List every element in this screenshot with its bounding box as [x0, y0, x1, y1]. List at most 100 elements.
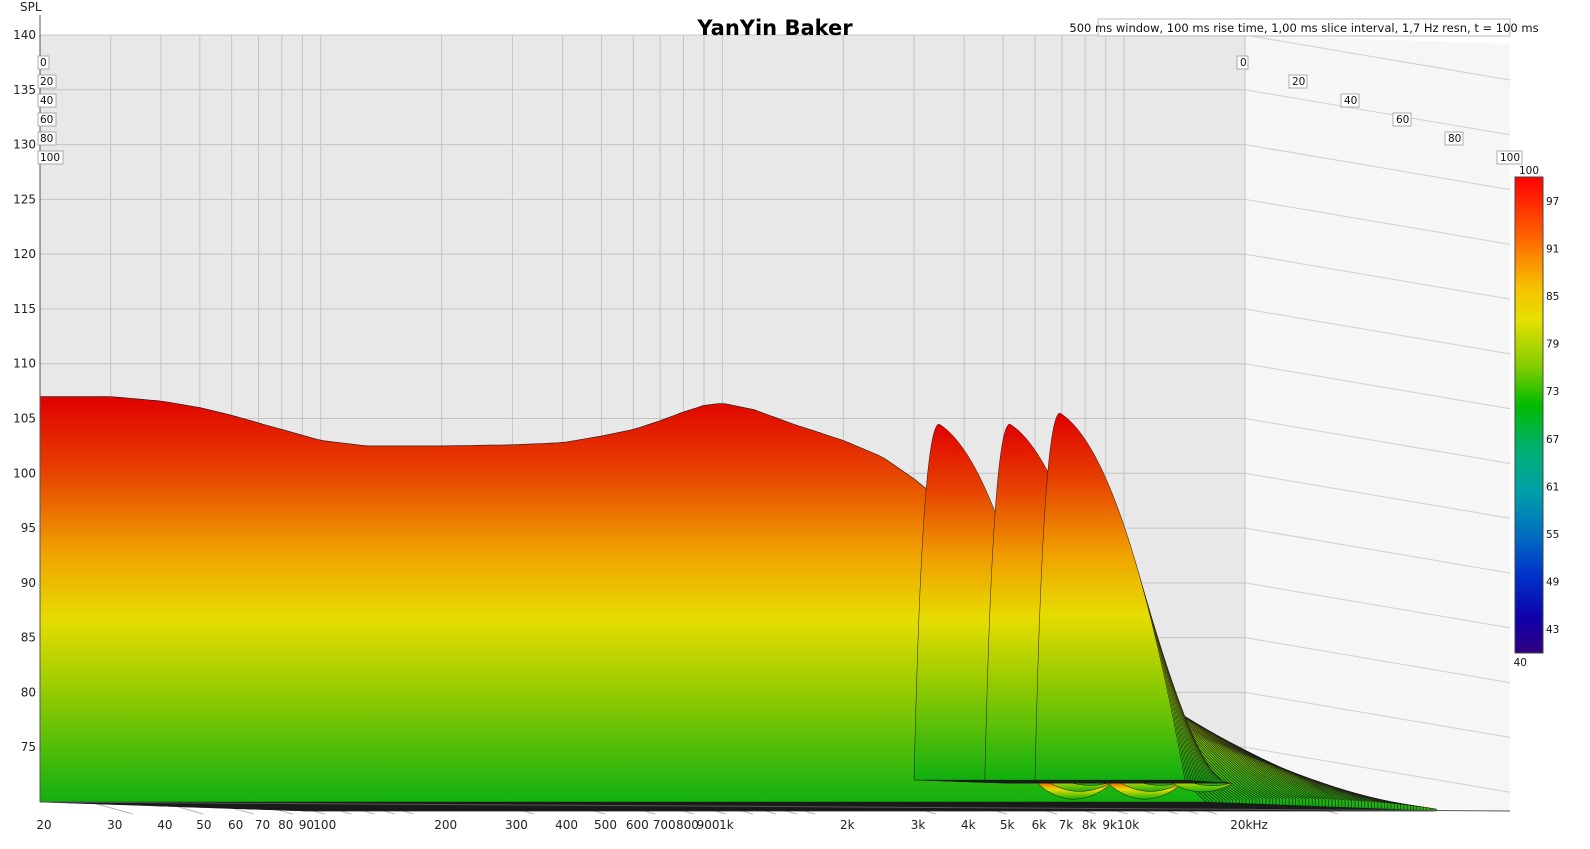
colorbar-fill	[1514, 176, 1544, 654]
z-tick-label-right: 100	[1500, 152, 1520, 164]
waterfall-surface	[39, 396, 1437, 812]
colorbar-tick-label: 40	[1514, 657, 1527, 669]
y-tick-label: 135	[13, 83, 36, 97]
x-tick-label: 300	[505, 818, 528, 832]
colorbar-tick-label: 91	[1546, 243, 1559, 255]
resonance-ridge	[1034, 412, 1186, 781]
x-tick-label: 9k	[1102, 818, 1117, 832]
side-grid-line	[1244, 637, 1511, 684]
x-tick-label: 400	[555, 818, 578, 832]
y-tick-label: 115	[13, 302, 36, 316]
colorbar: 100 97 91 85 79 73 67 61 55 49 43 40	[1514, 165, 1560, 669]
x-tick-label: 3k	[911, 818, 926, 832]
z-tick-label-right: 0	[1240, 57, 1247, 69]
x-tick-label: 1k	[719, 818, 734, 832]
z-tick-label-right: 40	[1344, 95, 1357, 107]
colorbar-tick-label: 85	[1546, 291, 1559, 303]
axes	[39, 15, 1511, 812]
x-tick-label: 20kHz	[1230, 818, 1268, 832]
y-tick-label: 140	[13, 28, 36, 42]
side-grid-line	[1244, 253, 1511, 300]
x-axis	[39, 801, 1511, 812]
x-tick-label: 600	[626, 818, 649, 832]
y-tick-label: 105	[13, 412, 36, 426]
x-tick-label: 50	[196, 818, 211, 832]
side-grid-line	[1244, 89, 1511, 136]
z-tick-label-right: 80	[1448, 133, 1461, 145]
side-grid-line	[1244, 144, 1511, 191]
colorbar-tick-label: 61	[1546, 481, 1559, 493]
x-tick-label: 90	[299, 818, 314, 832]
y-tick-labels: 75 80 85 90 95 100 105 110 115 120 125 130 135 140	[13, 28, 36, 754]
x-tick-label: 900	[697, 818, 720, 832]
z-tick-labels: 0 0 20 20 40 40 60 60 80 80 100 100	[37, 55, 1523, 165]
z-tick-label: 80	[40, 133, 53, 145]
x-tick-label: 800	[676, 818, 699, 832]
x-tick-label: 40	[157, 818, 172, 832]
colorbar-tick-label: 43	[1546, 624, 1559, 636]
side-grid-line	[1244, 34, 1511, 81]
z-tick-box-right	[1340, 93, 1360, 108]
x-tick-label: 5k	[1000, 818, 1015, 832]
z-tick-box	[37, 131, 57, 146]
y-tick-label: 100	[13, 466, 36, 480]
side-grid-line	[1244, 691, 1511, 738]
x-tick-label: 200	[434, 818, 457, 832]
z-tick-box-right	[1496, 150, 1523, 165]
y-tick-label: 125	[13, 192, 36, 206]
side-grid-line	[1244, 472, 1511, 519]
info-box-frame	[1097, 18, 1511, 37]
colorbar-tick-label: 67	[1546, 434, 1559, 446]
y-tick-label: 110	[13, 357, 36, 371]
x-tick-label: 10k	[1117, 818, 1139, 832]
chart-title: YanYin Baker	[696, 16, 853, 40]
x-tick-label: 8k	[1082, 818, 1097, 832]
side-grid-line	[1244, 746, 1511, 793]
z-tick-box-right	[1444, 131, 1464, 146]
side-grid-line	[1244, 363, 1511, 410]
x-tick-label: 7k	[1059, 818, 1074, 832]
z-tick-box-right	[1392, 112, 1412, 127]
y-tick-label: 90	[21, 576, 36, 590]
z-tick-box-right	[1288, 74, 1308, 89]
side-grid-line	[1244, 527, 1511, 574]
y-tick-label: 120	[13, 247, 36, 261]
z-tick-box	[37, 150, 64, 165]
colorbar-tick-label: 97	[1546, 196, 1559, 208]
info-text: 500 ms window, 100 ms rise time, 1,00 ms…	[1069, 21, 1538, 35]
z-tick-label-right: 60	[1396, 114, 1409, 126]
y-tick-label: 95	[21, 521, 36, 535]
x-tick-label: 6k	[1032, 818, 1047, 832]
colorbar-tick-label: 100	[1519, 165, 1539, 177]
z-tick-label: 20	[40, 76, 53, 88]
x-tick-label: 500	[594, 818, 617, 832]
x-tick-label: 70	[255, 818, 270, 832]
z-tick-label: 60	[40, 114, 53, 126]
x-tick-label: 4k	[961, 818, 976, 832]
x-tick-label: 700	[653, 818, 676, 832]
side-grid-line	[1244, 418, 1511, 464]
x-tick-label: 100	[313, 818, 336, 832]
x-tick-label: 80	[278, 818, 293, 832]
z-tick-box	[37, 112, 57, 127]
y-tick-label: 130	[13, 138, 36, 152]
z-tick-box	[37, 74, 57, 89]
colorbar-tick-label: 79	[1546, 339, 1559, 351]
x-tick-labels: 20 30 40 50 60 70 80 90 100 200 300 400 500 600 700 800…	[36, 818, 1267, 832]
x-tick-label: 2k	[840, 818, 855, 832]
z-tick-box-right	[1236, 55, 1249, 70]
z-tick-box	[37, 55, 50, 70]
z-tick-box	[37, 93, 57, 108]
colorbar-tick-label: 73	[1546, 386, 1559, 398]
z-tick-label: 100	[40, 152, 60, 164]
side-grid-line	[1244, 198, 1511, 245]
colorbar-tick-label: 49	[1546, 577, 1559, 589]
y-tick-label: 80	[21, 685, 36, 699]
y-axis-label: SPL	[20, 0, 42, 14]
info-box: 500 ms window, 100 ms rise time, 1,00 ms…	[1069, 18, 1539, 37]
y-tick-label: 75	[21, 740, 36, 754]
z-tick-label: 40	[40, 95, 53, 107]
x-tick-label: 20	[36, 818, 51, 832]
x-tick-label: 60	[228, 818, 243, 832]
